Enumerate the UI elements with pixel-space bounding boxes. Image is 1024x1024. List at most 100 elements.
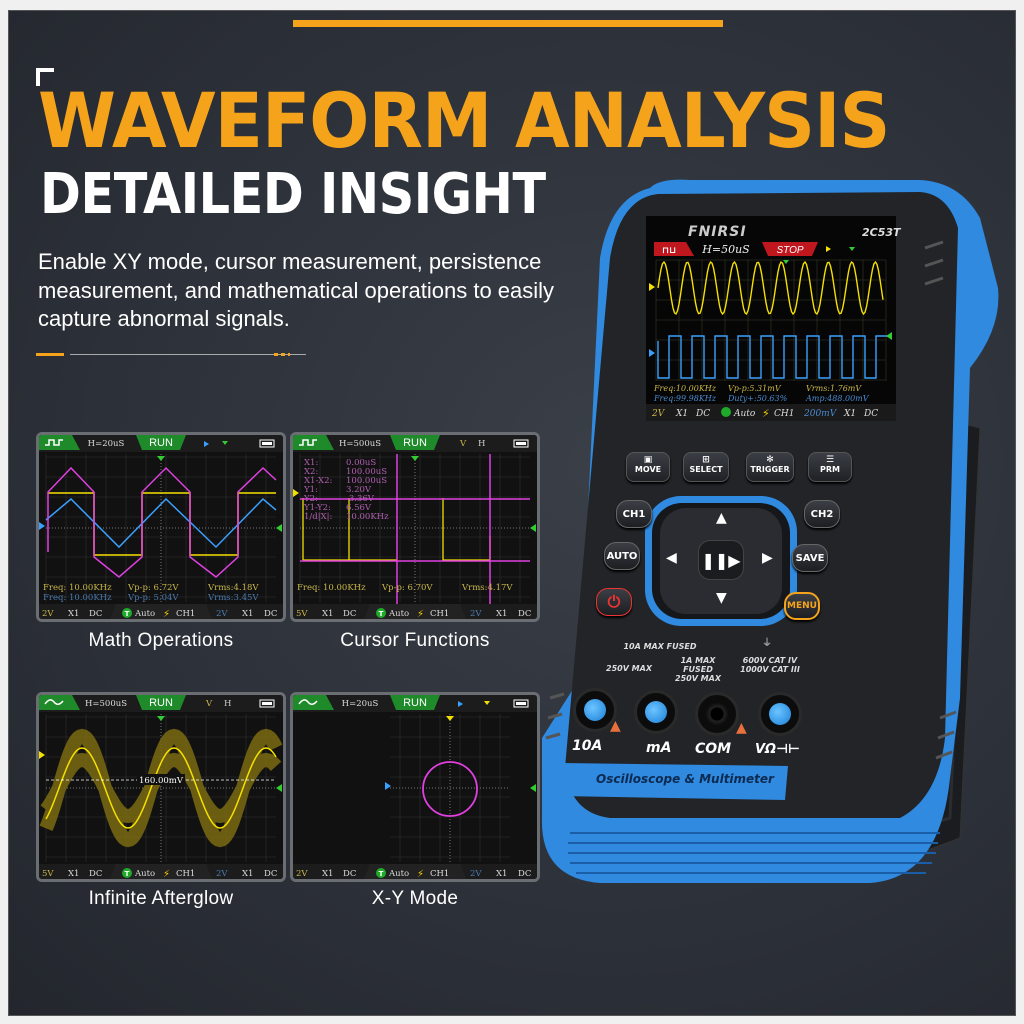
trigger-position-marker bbox=[157, 716, 165, 721]
trigger-marker-icon bbox=[484, 701, 490, 705]
cursor-value: 100.00uS bbox=[346, 476, 387, 486]
run-status: STOP bbox=[776, 245, 803, 256]
headline: WAVEFORM ANALYSIS bbox=[38, 76, 890, 165]
right-arrow-button[interactable]: ▶ bbox=[762, 550, 773, 566]
scope-screen: H=500uS RUN V H X1: 0.00uS X2: 100.00uS X1-X2: 10… bbox=[293, 435, 537, 619]
v-label: V bbox=[459, 439, 467, 449]
status-trigger-mode: Auto bbox=[388, 869, 409, 879]
prm-button[interactable]: ☰ PRM bbox=[808, 452, 852, 482]
cursor-label: X1-X2: bbox=[304, 476, 332, 486]
up-arrow-button[interactable]: ▲ bbox=[716, 510, 727, 526]
status-ch2-scale: 2V bbox=[470, 609, 482, 619]
trigger-level-value: 160.00mV bbox=[139, 776, 184, 786]
ground-icon: ⏚ bbox=[762, 638, 772, 649]
trigger-t-icon bbox=[721, 407, 731, 417]
trace-ch2 bbox=[45, 497, 277, 549]
trigger-button[interactable]: ✻ TRIGGER bbox=[746, 452, 794, 482]
trigger-section bbox=[110, 604, 212, 619]
battery-level bbox=[516, 702, 526, 705]
jack-voltage[interactable] bbox=[758, 692, 802, 736]
cursor-value: 3.20V bbox=[346, 485, 372, 495]
left-arrow-button[interactable]: ◀ bbox=[666, 550, 677, 566]
channel-marker bbox=[293, 489, 299, 497]
ch1-level-marker bbox=[649, 283, 655, 291]
menu-button[interactable]: MENU bbox=[784, 592, 820, 620]
bottom-bar bbox=[646, 404, 896, 421]
grid bbox=[45, 454, 276, 602]
stop-status-badge bbox=[762, 242, 818, 256]
trigger-section bbox=[110, 864, 212, 879]
scope-panel-4: H=20uS RUN 2V X1 DC Auto CH1 2V X1 DC T ⚡ bbox=[290, 692, 540, 882]
measurement: Vrms:4.18V bbox=[207, 583, 259, 593]
run-status: RUN bbox=[403, 697, 427, 709]
trigger-position-marker bbox=[411, 456, 419, 461]
move-button[interactable]: ▣ MOVE bbox=[626, 452, 670, 482]
run-status: RUN bbox=[149, 437, 173, 449]
trigger-level-marker bbox=[530, 524, 536, 532]
timebase: H=50uS bbox=[701, 243, 750, 256]
status-ch2-scale: 2V bbox=[216, 609, 228, 619]
ch2-marker-icon bbox=[458, 701, 463, 707]
jack-label-10a: 10A bbox=[572, 738, 603, 754]
trigger-label: TRIGGER bbox=[750, 465, 790, 474]
trigger-marker-icon bbox=[849, 247, 855, 251]
auto-button[interactable]: AUTO bbox=[604, 542, 640, 570]
select-label: SELECT bbox=[689, 465, 723, 474]
ch2-level-marker bbox=[649, 349, 655, 357]
trace-math bbox=[47, 466, 277, 578]
status-ch1-probe: X1 bbox=[322, 609, 333, 619]
afterglow-band bbox=[39, 728, 283, 848]
trigger-t-glyph: T bbox=[125, 870, 130, 878]
trace-ch1 bbox=[302, 498, 491, 561]
status-ch1-coupling: DC bbox=[695, 409, 710, 419]
level-label-bg bbox=[137, 774, 185, 785]
measurement: Vrms:4.17V bbox=[461, 583, 513, 593]
jack-10a[interactable] bbox=[573, 688, 617, 732]
cursor-value: 0.00uS bbox=[346, 458, 376, 468]
select-button[interactable]: ⊞ SELECT bbox=[683, 452, 729, 482]
ch1-marker-icon bbox=[826, 246, 831, 252]
cursor-value: 100.00uS bbox=[346, 467, 387, 477]
ch1-button[interactable]: CH1 bbox=[616, 500, 652, 528]
jack-ma[interactable] bbox=[634, 690, 678, 734]
save-button[interactable]: SAVE bbox=[792, 544, 828, 572]
status-ch1-scale: 2V bbox=[296, 869, 308, 879]
cursor-label: X1: bbox=[304, 458, 318, 468]
timebase: H=500uS bbox=[85, 699, 127, 709]
status-ch1-probe: X1 bbox=[68, 609, 79, 619]
status-trigger-source: CH1 bbox=[176, 869, 195, 879]
status-ch2-coupling: DC bbox=[518, 609, 531, 619]
trigger-level-marker bbox=[886, 332, 892, 340]
ch2-button[interactable]: CH2 bbox=[804, 500, 840, 528]
battery-icon bbox=[513, 439, 529, 448]
jack-label-voltage: VΩ⊣⊢ bbox=[755, 742, 800, 757]
down-arrow-button[interactable]: ▼ bbox=[716, 590, 727, 606]
trigger-section bbox=[364, 864, 466, 879]
cursor-value: 10.00KHz bbox=[346, 512, 389, 522]
status-ch1-coupling: DC bbox=[343, 869, 356, 879]
cursor-value: -3.36V bbox=[346, 494, 375, 504]
rating-10a-fused: 10A MAX FUSED bbox=[623, 642, 697, 651]
power-button[interactable]: ⏻ bbox=[596, 588, 632, 616]
trigger-edge-icon: ⚡ bbox=[417, 609, 424, 619]
measurement: Vp-p: 6.70V bbox=[381, 583, 433, 593]
waveform-mode-badge bbox=[39, 695, 80, 710]
trigger-t-icon bbox=[376, 868, 386, 878]
corner-bracket-top-left bbox=[36, 68, 54, 86]
status-ch2-probe: X1 bbox=[242, 869, 253, 879]
channel-marker bbox=[39, 751, 45, 759]
jack-com[interactable] bbox=[695, 692, 739, 736]
trigger-edge-icon: ⚡ bbox=[762, 407, 770, 420]
trigger-t-glyph: T bbox=[379, 870, 384, 878]
play-pause-button[interactable]: ❚❚▶ bbox=[698, 540, 744, 580]
measurement: Vrms:1.76mV bbox=[806, 384, 862, 393]
sine-wave-icon bbox=[298, 699, 318, 705]
trigger-edge-icon: ⚡ bbox=[163, 869, 170, 879]
sliders-icon: ☰ bbox=[825, 455, 835, 465]
ch2-marker-icon bbox=[204, 441, 209, 447]
measurement: Vp-p: 5.04V bbox=[127, 593, 179, 603]
grid bbox=[655, 259, 887, 381]
move-icon: ▣ bbox=[643, 455, 653, 465]
cursor-value: 6.56V bbox=[346, 503, 372, 513]
run-status: RUN bbox=[403, 437, 427, 449]
